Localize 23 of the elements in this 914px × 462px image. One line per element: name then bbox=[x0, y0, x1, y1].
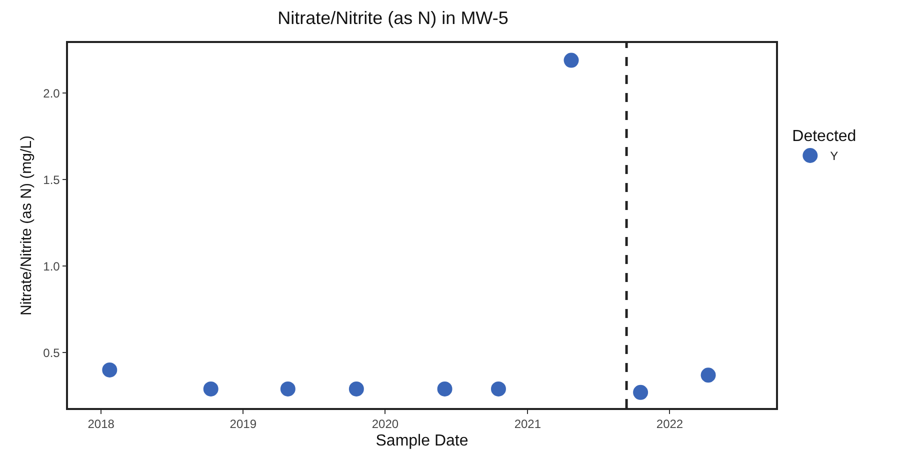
point bbox=[700, 368, 716, 383]
point bbox=[348, 381, 364, 396]
y-tick-label: 1.5 bbox=[43, 172, 60, 187]
y-tick-label: 2.0 bbox=[43, 86, 60, 100]
x-tick-label: 2019 bbox=[230, 417, 257, 432]
point bbox=[490, 381, 506, 396]
legend-title: Detected bbox=[792, 128, 856, 145]
y-tick-label: 0.5 bbox=[43, 346, 60, 360]
point bbox=[564, 52, 579, 68]
point bbox=[633, 384, 648, 400]
x-axis-title: Sample Date bbox=[376, 432, 468, 450]
point bbox=[437, 381, 452, 396]
chart-title: Nitrate/Nitrite (as N) in MW-5 bbox=[278, 8, 508, 28]
x-tick-label: 2018 bbox=[88, 417, 115, 432]
y-tick-label: 1.0 bbox=[43, 259, 60, 274]
y-axis-title: Nitrate/Nitrite (as N) (mg/L) bbox=[18, 135, 35, 316]
x-tick-label: 2021 bbox=[514, 417, 542, 432]
x-tick-label: 2020 bbox=[372, 417, 399, 432]
x-tick-label: 2022 bbox=[656, 417, 684, 432]
point bbox=[280, 381, 296, 396]
legend-label: Y bbox=[830, 149, 838, 164]
point bbox=[203, 381, 218, 396]
point bbox=[102, 362, 118, 378]
